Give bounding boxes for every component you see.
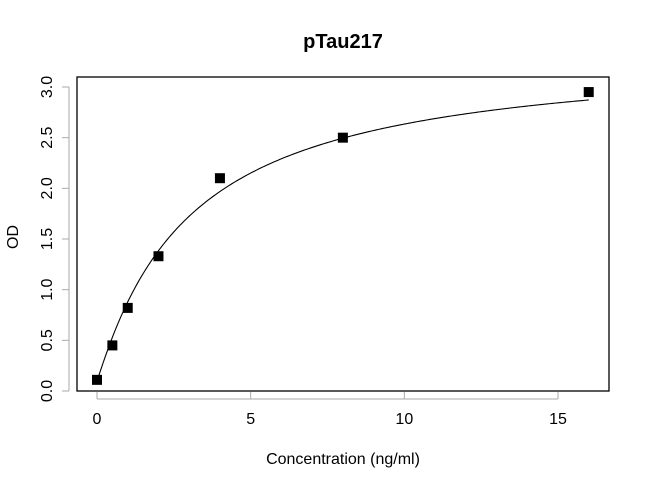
x-tick-label: 5	[246, 411, 255, 428]
data-point	[214, 173, 225, 184]
chart-title: pTau217	[303, 31, 383, 53]
y-tick-label: 3.0	[39, 76, 56, 98]
x-axis-label: Concentration (ng/ml)	[266, 451, 420, 468]
x-axis: 0 5 10 15	[93, 392, 567, 428]
x-tick-label: 10	[395, 411, 413, 428]
plot-area-frame	[76, 76, 610, 392]
x-tick-label: 0	[93, 411, 102, 428]
x-tick-label: 15	[549, 411, 567, 428]
y-tick-label: 0.5	[39, 329, 56, 351]
data-point	[583, 87, 594, 98]
data-point	[153, 251, 164, 262]
data-point	[107, 340, 118, 351]
y-tick-label: 1.0	[39, 278, 56, 300]
data-point	[122, 302, 133, 313]
y-tick-label: 2.0	[39, 177, 56, 199]
data-points	[92, 87, 594, 385]
data-point	[337, 132, 348, 143]
data-point	[92, 374, 102, 385]
y-tick-label: 1.5	[39, 228, 56, 250]
y-axis: 0.0 0.5 1.0 1.5 2.0 2.5 3.0	[39, 76, 70, 402]
y-tick-label: 0.0	[39, 380, 56, 402]
y-tick-label: 2.5	[39, 126, 56, 148]
y-axis-label: OD	[5, 225, 22, 249]
